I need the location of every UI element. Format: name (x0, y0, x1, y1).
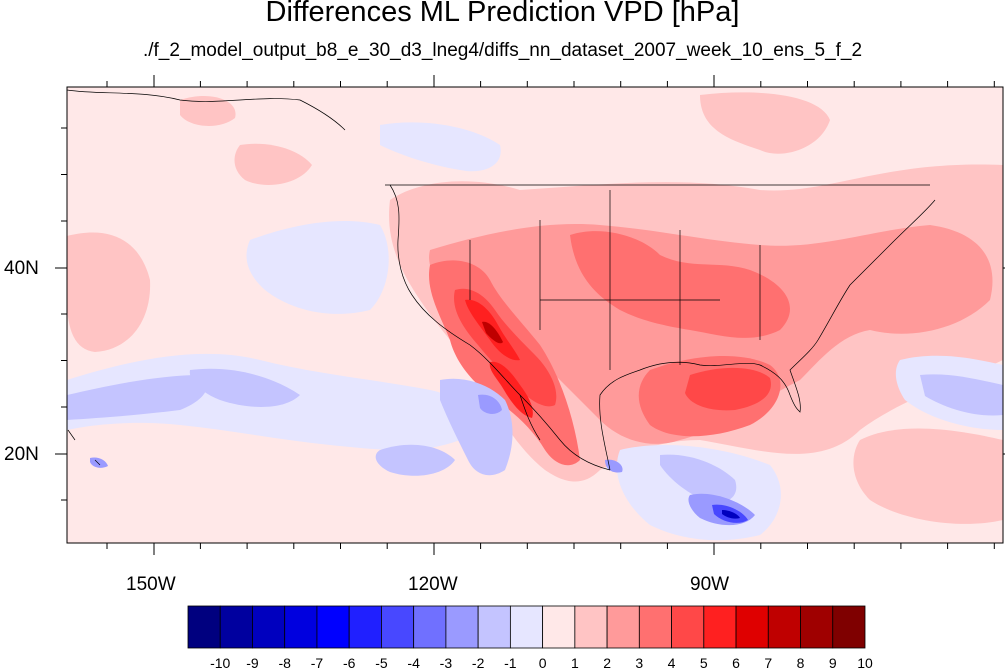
negative-anomaly-7hpa (722, 510, 740, 519)
colorbar-tick-label: -8 (278, 655, 291, 671)
colorbar-swatch (832, 605, 866, 649)
negative-anomaly-3hpa (605, 459, 623, 473)
colorbar-swatch (767, 605, 801, 649)
colorbar-tick-label: 4 (667, 655, 676, 671)
colorbar-swatch (703, 605, 737, 649)
negative-anomaly-1hpa (246, 220, 389, 314)
colorbar-swatch (316, 605, 350, 649)
negative-anomaly-2hpa (67, 375, 208, 420)
negative-anomaly-2hpa (375, 444, 455, 476)
axis-ticks (55, 75, 1005, 555)
colorbar-swatch (348, 605, 382, 649)
difference-field (67, 87, 1003, 543)
lat-label-20n: 20N (4, 444, 39, 465)
colorbar-swatch (671, 605, 705, 649)
positive-anomaly-1hpa (234, 143, 312, 185)
chart-subtitle: ./f_2_model_output_b8_e_30_d3_lneg4/diff… (142, 40, 863, 61)
colorbar-tick-label: -1 (504, 655, 517, 671)
colorbar-swatch (284, 605, 318, 649)
colorbar-swatch (542, 605, 576, 649)
colorbar-tick-label: -4 (407, 655, 420, 671)
colorbar-swatch (445, 605, 479, 649)
negative-anomaly-2hpa (660, 454, 737, 503)
coastlines (67, 89, 936, 471)
colorbar (187, 605, 866, 649)
negative-anomaly-2hpa (189, 368, 300, 407)
positive-anomaly-5hpa (489, 361, 533, 418)
colorbar-tick-label: -7 (310, 655, 324, 671)
lon-label-120w: 120W (408, 574, 458, 595)
colorbar-swatch (638, 605, 672, 649)
colorbar-tick-label: 10 (857, 655, 873, 671)
colorbar-tick-label: -3 (439, 655, 453, 671)
colorbar-swatch (413, 605, 447, 649)
colorbar-tick-label: 2 (603, 655, 611, 671)
colorbar-swatch (606, 605, 640, 649)
colorbar-tick-label: 9 (828, 655, 837, 671)
colorbar-tick-label: 0 (538, 655, 547, 671)
negative-anomaly-2hpa (920, 374, 1003, 416)
positive-anomaly-2hpa (429, 224, 993, 444)
colorbar-tick-label: 6 (732, 655, 740, 671)
lon-label-90w: 90W (690, 574, 730, 595)
positive-anomaly-1hpa (67, 232, 151, 352)
colorbar-tick-label: -6 (342, 655, 356, 671)
colorbar-tick-label: 8 (796, 655, 805, 671)
positive-anomaly-1hpa (180, 96, 236, 126)
colorbar-swatch (800, 605, 834, 649)
colorbar-tick-label: 1 (570, 655, 579, 671)
plot-frame (66, 86, 1004, 544)
negative-anomaly-3hpa (478, 394, 502, 414)
colorbar-swatch (477, 605, 511, 649)
colorbar-tick-label: -9 (246, 655, 259, 671)
colorbar-swatch (219, 605, 253, 649)
chart-title: Differences ML Prediction VPD [hPa] (265, 0, 740, 28)
colorbar-tick-label: -5 (375, 655, 388, 671)
negative-anomaly-1hpa (380, 122, 501, 172)
colorbar-tick-label: 7 (764, 655, 773, 671)
colorbar-tick-label: 5 (699, 655, 708, 671)
positive-anomaly-1hpa (700, 92, 830, 154)
lon-label-150w: 150W (126, 574, 176, 595)
colorbar-swatch (509, 605, 544, 649)
positive-anomaly-4hpa (685, 367, 771, 411)
colorbar-swatch (735, 605, 769, 649)
colorbar-swatch (574, 605, 608, 649)
colorbar-swatch (252, 605, 286, 649)
colorbar-tick-label: -2 (471, 655, 485, 671)
colorbar-swatch (381, 605, 415, 649)
negative-anomaly-3hpa (90, 457, 108, 468)
positive-anomaly-7hpa (482, 321, 503, 344)
colorbar-tick-label: -10 (210, 655, 231, 671)
colorbar-swatch (187, 605, 221, 649)
positive-anomaly-1hpa (853, 428, 1003, 524)
colorbar-tick-label: 3 (635, 655, 644, 671)
lat-label-40n: 40N (4, 258, 39, 279)
